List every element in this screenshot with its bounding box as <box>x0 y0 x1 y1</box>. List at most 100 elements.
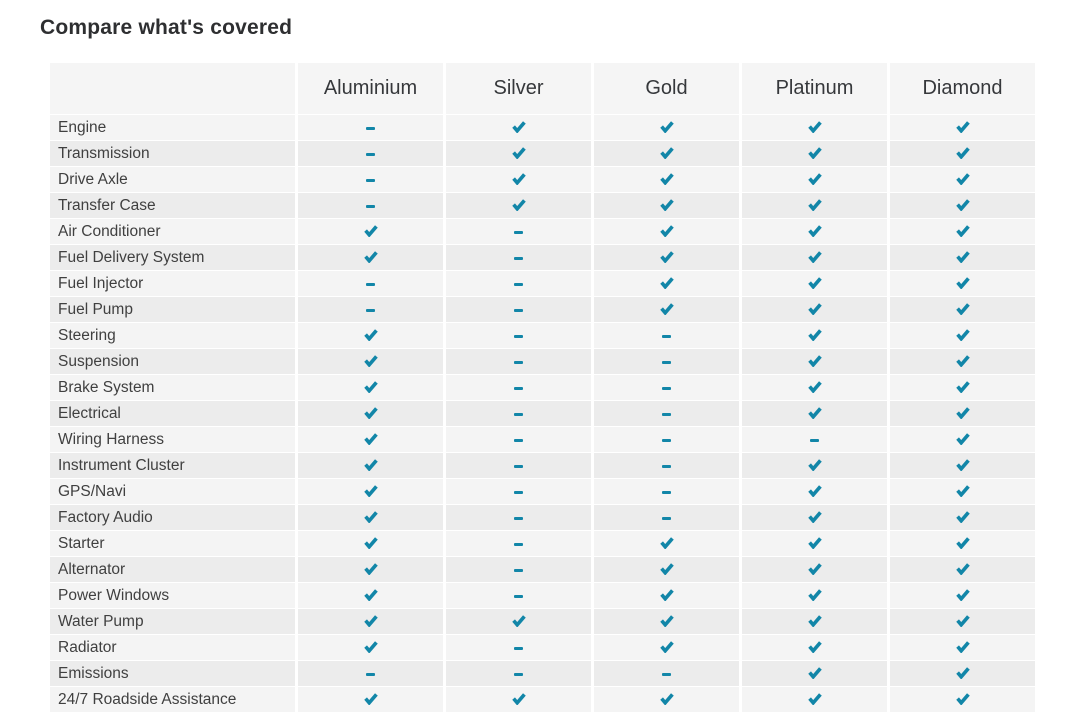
coverage-cell-covered <box>742 219 887 244</box>
plan-header-corner <box>50 63 295 114</box>
coverage-cell-not-covered <box>446 661 591 686</box>
coverage-cell-not-covered <box>446 271 591 296</box>
coverage-cell-covered <box>594 687 739 712</box>
coverage-cell-covered <box>890 219 1035 244</box>
check-icon <box>807 589 822 602</box>
table-row: Transmission <box>50 141 1035 166</box>
coverage-cell-covered <box>742 193 887 218</box>
check-icon <box>363 485 378 498</box>
coverage-cell-covered <box>890 687 1035 712</box>
check-icon <box>807 147 822 160</box>
coverage-cell-covered <box>594 193 739 218</box>
check-icon <box>955 641 970 654</box>
coverage-cell-not-covered <box>446 635 591 660</box>
coverage-cell-not-covered <box>446 401 591 426</box>
table-row: Emissions <box>50 661 1035 686</box>
check-icon <box>807 615 822 628</box>
check-icon <box>363 511 378 524</box>
coverage-cell-covered <box>890 531 1035 556</box>
coverage-cell-not-covered <box>446 297 591 322</box>
check-icon <box>511 121 526 134</box>
coverage-cell-covered <box>742 661 887 686</box>
check-icon <box>807 381 822 394</box>
check-icon <box>659 537 674 550</box>
coverage-cell-covered <box>742 323 887 348</box>
dash-icon <box>514 673 523 677</box>
check-icon <box>807 537 822 550</box>
table-row: Fuel Injector <box>50 271 1035 296</box>
coverage-cell-not-covered <box>298 193 443 218</box>
dash-icon <box>366 127 375 131</box>
check-icon <box>955 589 970 602</box>
check-icon <box>807 511 822 524</box>
dash-icon <box>366 283 375 287</box>
coverage-cell-not-covered <box>446 323 591 348</box>
coverage-cell-covered <box>446 193 591 218</box>
check-icon <box>955 693 970 706</box>
header-row: Aluminium Silver Gold Platinum Diamond <box>50 63 1035 114</box>
table-row: Electrical <box>50 401 1035 426</box>
page-title: Compare what's covered <box>40 16 293 39</box>
coverage-cell-covered <box>742 531 887 556</box>
check-icon <box>807 667 822 680</box>
check-icon <box>659 303 674 316</box>
dash-icon <box>366 179 375 183</box>
row-label: 24/7 Roadside Assistance <box>50 687 295 712</box>
check-icon <box>363 563 378 576</box>
check-icon <box>659 277 674 290</box>
coverage-cell-covered <box>594 219 739 244</box>
coverage-cell-not-covered <box>298 271 443 296</box>
check-icon <box>807 121 822 134</box>
check-icon <box>807 693 822 706</box>
check-icon <box>955 251 970 264</box>
check-icon <box>363 329 378 342</box>
check-icon <box>807 329 822 342</box>
check-icon <box>511 199 526 212</box>
table-row: Water Pump <box>50 609 1035 634</box>
row-label: Factory Audio <box>50 505 295 530</box>
coverage-cell-not-covered <box>594 427 739 452</box>
coverage-cell-not-covered <box>594 349 739 374</box>
plan-header-aluminium: Aluminium <box>298 63 443 114</box>
check-icon <box>955 147 970 160</box>
check-icon <box>659 225 674 238</box>
coverage-cell-covered <box>742 297 887 322</box>
table-row: Instrument Cluster <box>50 453 1035 478</box>
coverage-cell-not-covered <box>446 375 591 400</box>
coverage-cell-covered <box>890 323 1035 348</box>
table-row: Alternator <box>50 557 1035 582</box>
coverage-cell-not-covered <box>446 349 591 374</box>
coverage-cell-covered <box>890 427 1035 452</box>
coverage-cell-covered <box>742 141 887 166</box>
coverage-cell-covered <box>298 349 443 374</box>
check-icon <box>363 381 378 394</box>
table-row: Air Conditioner <box>50 219 1035 244</box>
check-icon <box>511 615 526 628</box>
row-label: Alternator <box>50 557 295 582</box>
row-label: Power Windows <box>50 583 295 608</box>
row-label: Engine <box>50 115 295 140</box>
row-label: Electrical <box>50 401 295 426</box>
coverage-cell-covered <box>742 505 887 530</box>
coverage-cell-covered <box>742 375 887 400</box>
coverage-cell-covered <box>298 557 443 582</box>
coverage-cell-covered <box>742 167 887 192</box>
dash-icon <box>662 413 671 417</box>
coverage-cell-not-covered <box>446 219 591 244</box>
check-icon <box>807 459 822 472</box>
coverage-cell-covered <box>890 375 1035 400</box>
check-icon <box>955 277 970 290</box>
coverage-cell-covered <box>446 609 591 634</box>
coverage-cell-covered <box>594 531 739 556</box>
table-row: Engine <box>50 115 1035 140</box>
row-label: Steering <box>50 323 295 348</box>
check-icon <box>659 147 674 160</box>
coverage-cell-not-covered <box>594 661 739 686</box>
check-icon <box>511 173 526 186</box>
check-icon <box>955 511 970 524</box>
table-header: Aluminium Silver Gold Platinum Diamond <box>50 63 1035 114</box>
dash-icon <box>514 595 523 599</box>
coverage-cell-covered <box>890 453 1035 478</box>
coverage-cell-covered <box>446 141 591 166</box>
coverage-cell-not-covered <box>298 115 443 140</box>
